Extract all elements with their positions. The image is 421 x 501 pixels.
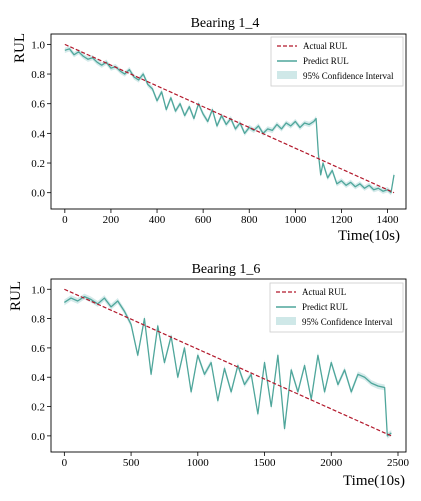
y-tick-label: 0.0 xyxy=(31,431,45,443)
actual-rul-line xyxy=(64,43,395,194)
x-tick-label: 200 xyxy=(103,214,120,226)
y-tick-label: 0.6 xyxy=(31,99,45,111)
legend-ci-label: 95% Confidence Interval xyxy=(302,317,393,327)
plot-marks: 0 200 400 600 800 1000 1200 1400 0.0 0.2 0.4 0.6 0.8… xyxy=(31,39,399,226)
x-tick-label: 600 xyxy=(195,214,212,226)
plot-area xyxy=(50,33,407,210)
plot-marks: 0 500 1000 1500 2000 2500 0.0 0.2 0.4 0.6 0.8 1.0 xyxy=(31,284,409,469)
legend-ci-swatch xyxy=(277,71,297,79)
y-tick-label: 0.0 xyxy=(31,188,45,200)
x-tick-label: 0 xyxy=(62,457,68,469)
predict-rul-line xyxy=(64,48,395,194)
x-tick-label: 0 xyxy=(62,214,68,226)
y-axis-label: RUL xyxy=(12,33,28,63)
chart-bearing-1-4: Bearing 1_4 RUL Time(10s) 0 200 400 600 800 1… xyxy=(12,16,407,244)
y-tick-label: 0.2 xyxy=(31,158,45,170)
y-tick-label: 0.4 xyxy=(31,128,45,140)
legend-predict-label: Predict RUL xyxy=(303,56,349,66)
x-tick-label: 2000 xyxy=(320,457,343,469)
chart-title: Bearing 1_6 xyxy=(192,262,261,277)
x-tick-label: 500 xyxy=(123,457,140,469)
y-tick-label: 0.4 xyxy=(31,372,45,384)
legend-ci-swatch xyxy=(276,317,296,325)
y-tick-label: 0.6 xyxy=(31,343,45,355)
y-tick-label: 1.0 xyxy=(31,284,45,296)
x-axis-label: Time(10s) xyxy=(338,228,400,244)
legend: Actual RUL Predict RUL 95% Confidence In… xyxy=(269,282,404,333)
chart-bearing-1-6: Bearing 1_6 RUL Time(10s) 0 500 1000 1500 20… xyxy=(8,262,409,489)
x-tick-label: 1000 xyxy=(284,214,307,226)
predict-rul-line xyxy=(63,295,392,437)
x-tick-label: 1400 xyxy=(377,214,400,226)
legend-actual-label: Actual RUL xyxy=(302,287,346,297)
y-tick-label: 0.8 xyxy=(31,69,45,81)
y-axis-label: RUL xyxy=(8,281,24,311)
x-tick-label: 1200 xyxy=(330,214,353,226)
y-tick-label: 0.8 xyxy=(31,314,45,326)
legend-predict-label: Predict RUL xyxy=(302,302,348,312)
y-tick-label: 1.0 xyxy=(31,39,45,51)
chart-title: Bearing 1_4 xyxy=(191,16,260,31)
x-tick-label: 1000 xyxy=(187,457,210,469)
x-tick-label: 400 xyxy=(149,214,166,226)
x-axis-label: Time(10s) xyxy=(343,473,405,489)
y-tick-label: 0.2 xyxy=(31,402,45,414)
legend-actual-label: Actual RUL xyxy=(303,41,347,51)
plot-area xyxy=(50,278,407,453)
legend: Actual RUL Predict RUL 95% Confidence In… xyxy=(270,36,404,87)
x-tick-label: 800 xyxy=(241,214,258,226)
legend-ci-label: 95% Confidence Interval xyxy=(303,71,394,81)
x-tick-label: 2500 xyxy=(387,457,410,469)
x-tick-label: 1500 xyxy=(254,457,277,469)
